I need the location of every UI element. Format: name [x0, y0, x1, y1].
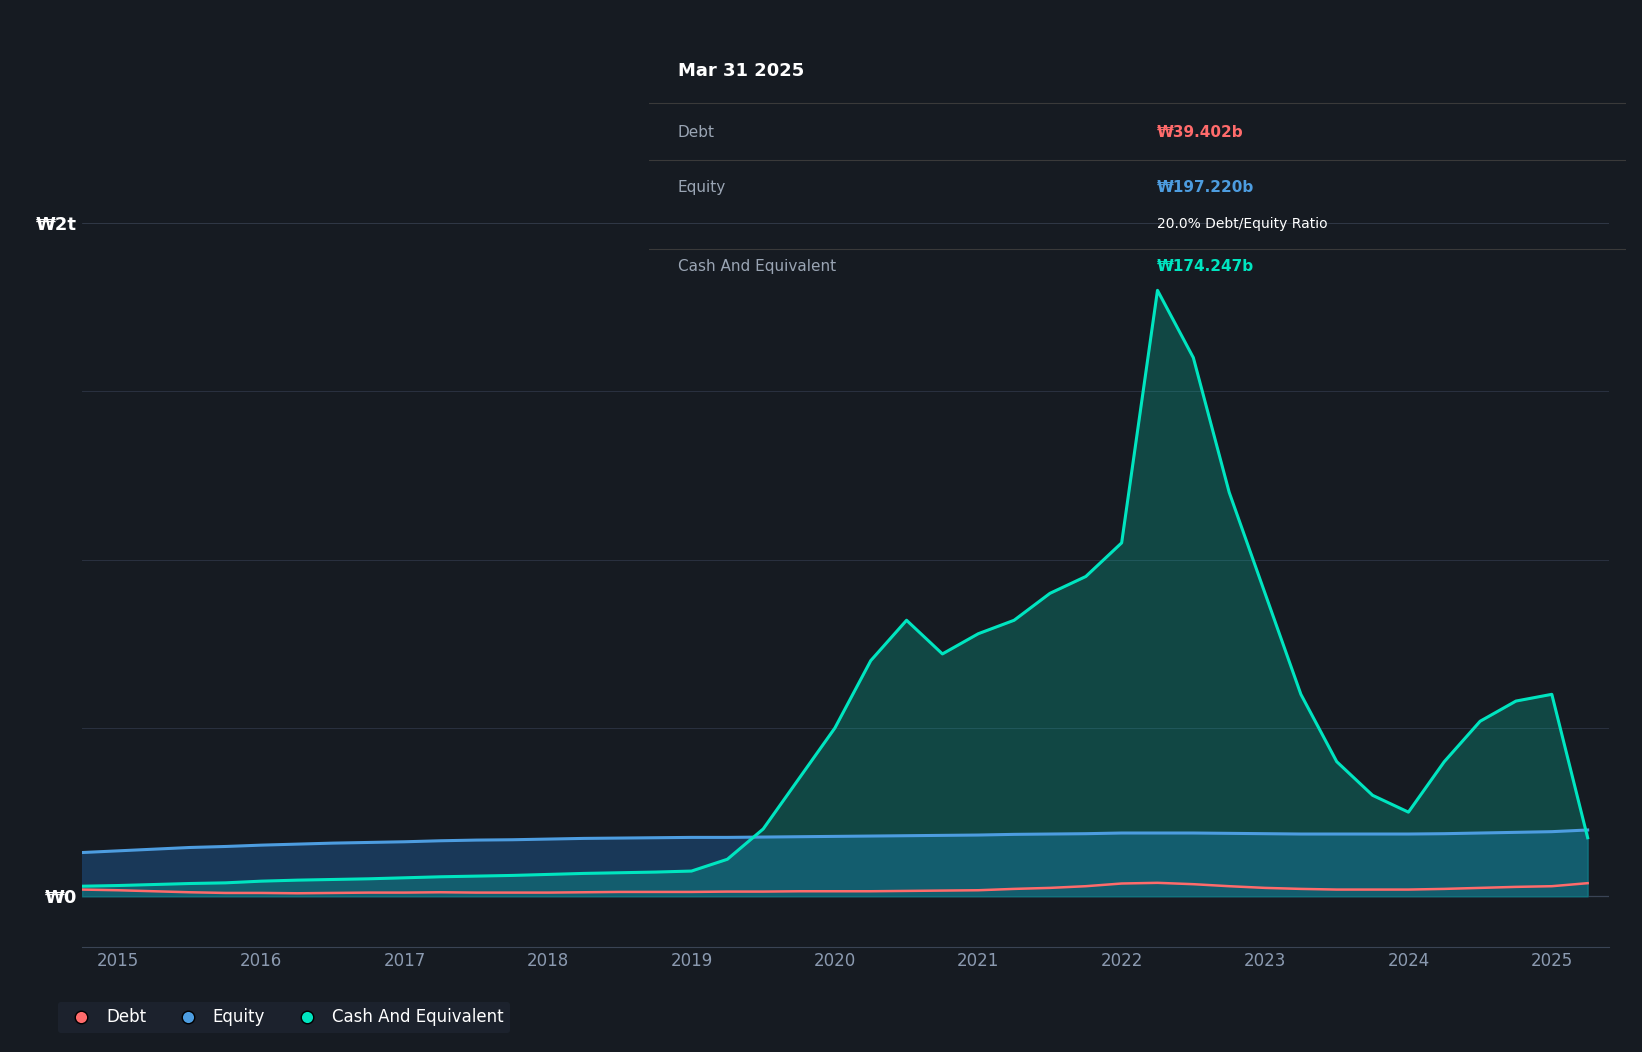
Text: Debt: Debt — [678, 125, 714, 140]
Text: Cash And Equivalent: Cash And Equivalent — [678, 259, 836, 274]
Legend: Debt, Equity, Cash And Equivalent: Debt, Equity, Cash And Equivalent — [57, 1002, 511, 1033]
Text: 20.0% Debt/Equity Ratio: 20.0% Debt/Equity Ratio — [1156, 218, 1327, 231]
Text: ₩174.247b: ₩174.247b — [1156, 259, 1254, 274]
Text: Mar 31 2025: Mar 31 2025 — [678, 62, 805, 80]
Text: ₩39.402b: ₩39.402b — [1156, 125, 1243, 140]
Text: ₩197.220b: ₩197.220b — [1156, 180, 1254, 195]
Text: Equity: Equity — [678, 180, 726, 195]
